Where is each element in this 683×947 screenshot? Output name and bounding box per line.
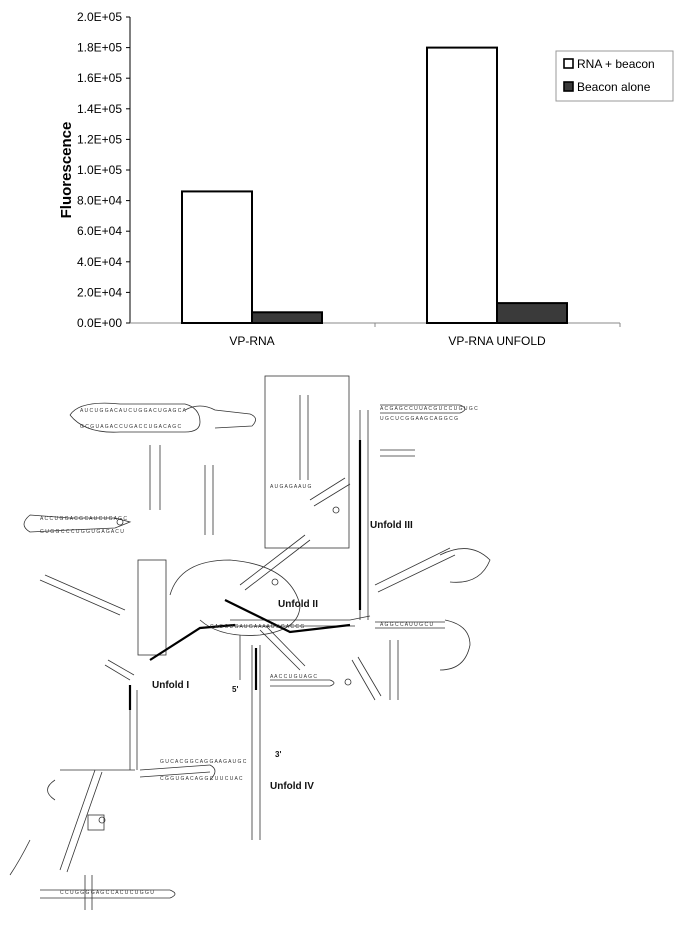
nucleotide-text: A U C U G G A C A U C U G G A C U G A G …: [40, 406, 478, 896]
y-tick-label: 6.0E+04: [77, 224, 122, 238]
y-tick-label: 0.0E+00: [77, 316, 122, 330]
svg-text:G U G G C C C U G G U G A G A: G U G G C C C U G G U G A G A C U: [40, 529, 124, 535]
svg-text:C G G U G A C A G G C U U C U: C G G U G A C A G G C U U C U A C: [160, 776, 243, 782]
rna-secondary-structure-diagram: A U C U G G A C A U C U G G A C U G A G …: [9, 375, 491, 910]
bars: [181, 46, 568, 325]
x-tick-label: VP-RNA UNFOLD: [448, 334, 546, 348]
y-tick-label: 1.8E+05: [77, 41, 122, 55]
y-tick-label: 1.0E+05: [77, 163, 122, 177]
y-axis-title: Fluorescence: [58, 122, 75, 219]
svg-text:A C G A G C C U U A C G U C C: A C G A G C C U U A C G U C C U G U G C: [380, 406, 478, 412]
unfold-ii-label: Unfold II: [278, 599, 318, 610]
legend-label: RNA + beacon: [577, 57, 655, 71]
y-tick-label: 4.0E+04: [77, 255, 122, 269]
legend-swatch: [563, 81, 574, 92]
svg-text:A G G C C A U U G C U: A G G C C A U U G C U: [380, 622, 433, 628]
svg-text:G C G U A G A C C U G A C C U: G C G U A G A C C U G A C C U G A C A G …: [80, 424, 182, 430]
svg-text:U G C U C G G A A G C A G G C: U G C U C G G A A G C A G G C G: [380, 416, 458, 422]
svg-text:G U C A C G G C A G G A A G A: G U C A C G G C A G G A A G A U G C: [160, 759, 247, 765]
legend: RNA + beacon Beacon alone: [555, 50, 674, 102]
y-tick-label: 1.6E+05: [77, 71, 122, 85]
svg-text:C A G C U G A U G A A A A U U: C A G C U G A U G A A A A U U G A C C G: [210, 624, 304, 630]
structure-backbone: [9, 375, 491, 910]
svg-text:A U C U G G A C A U C U G G A: A U C U G G A C A U C U G G A C U G A G …: [80, 408, 187, 414]
y-tick-label: 2.0E+05: [77, 10, 122, 24]
unfold-i-label: Unfold I: [152, 680, 189, 691]
bold-strands: [128, 440, 362, 710]
x-axis: VP-RNA VP-RNA UNFOLD: [130, 322, 621, 348]
x-tick-label: VP-RNA: [229, 334, 274, 348]
y-tick-label: 1.2E+05: [77, 132, 122, 146]
bar-beacon-alone: [251, 311, 323, 325]
legend-label: Beacon alone: [577, 80, 651, 94]
bar-rna-beacon: [181, 190, 253, 324]
svg-text:C C U G G G G A G C C A C U C: C C U G G G G A G C C A C U C U G G U: [60, 890, 154, 896]
unfold-iii-label: Unfold III: [370, 520, 413, 531]
three-prime-label: 3': [275, 750, 281, 759]
bar-rna-beacon: [426, 46, 498, 324]
svg-text:A U G A G A A U G: A U G A G A A U G: [270, 484, 312, 490]
svg-text:A C C U G G A C G C A U C U G: A C C U G G A C G C A U C U G A G C: [40, 516, 127, 522]
y-tick-label: 1.4E+05: [77, 102, 122, 116]
five-prime-label: 5': [232, 685, 238, 694]
bar-beacon-alone: [496, 302, 568, 324]
svg-text:A A C C U G U A G C: A A C C U G U A G C: [270, 674, 317, 680]
fluorescence-bar-chart: 0.0E+00 2.0E+04 4.0E+04 6.0E+04 8.0E+04 1.0E+…: [58, 10, 674, 348]
y-axis: 0.0E+00 2.0E+04 4.0E+04 6.0E+04 8.0E+04 1.0E+…: [77, 10, 131, 330]
legend-swatch: [563, 58, 574, 69]
y-tick-label: 2.0E+04: [77, 285, 122, 299]
unfold-iv-label: Unfold IV: [270, 781, 314, 792]
y-tick-label: 8.0E+04: [77, 194, 122, 208]
